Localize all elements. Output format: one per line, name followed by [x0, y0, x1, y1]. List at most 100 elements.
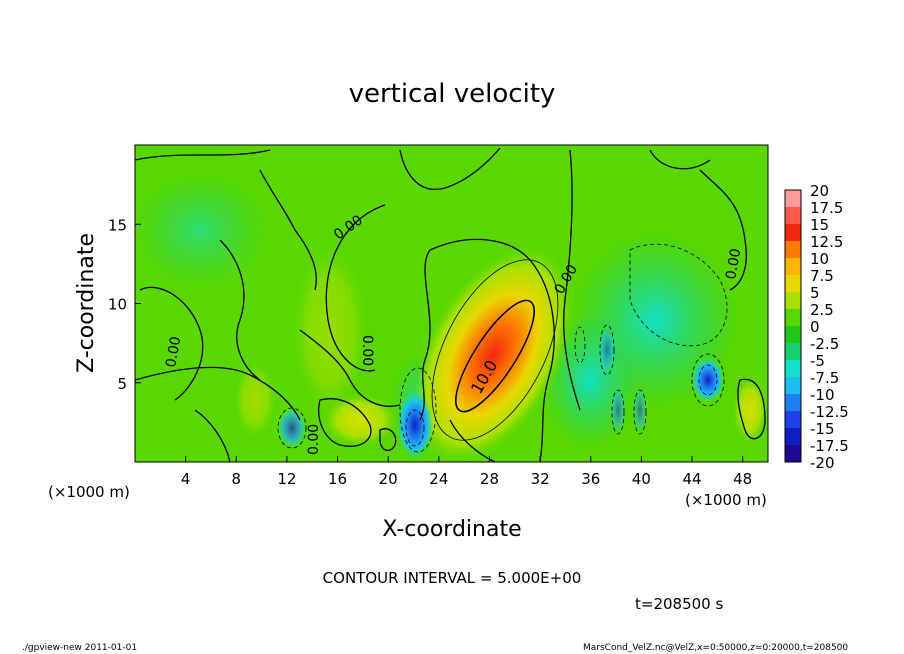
contour-negative	[399, 367, 437, 453]
colorbar-label: -17.5	[810, 437, 849, 455]
contour-zero	[419, 249, 431, 421]
downdraft-region	[692, 358, 724, 402]
contour-zero	[259, 169, 317, 291]
x-tick-label: 32	[531, 470, 550, 488]
contour-zero	[649, 149, 711, 170]
x-tick-label: 44	[682, 470, 701, 488]
colorbar-swatch	[785, 224, 801, 241]
x-unit-label-right: (×1000 m)	[685, 491, 767, 509]
contour-negative	[574, 326, 586, 364]
contour-label: 0.00	[723, 247, 744, 280]
contour-label: 0.00	[359, 335, 375, 366]
contour-negative	[629, 243, 728, 347]
contour-zero	[139, 286, 204, 401]
colorbar-swatch	[785, 275, 801, 292]
chart-title: vertical velocity	[349, 79, 556, 109]
x-tick-label: 40	[632, 470, 651, 488]
colorbar-label: 20	[810, 182, 829, 200]
contour-negative	[633, 389, 647, 435]
contour-zero	[449, 419, 496, 462]
colorbar-label: -2.5	[810, 335, 839, 353]
y-tick-label: 10	[108, 296, 127, 314]
updraft-region	[410, 244, 576, 462]
contour-zero	[299, 329, 401, 407]
contour-zero	[699, 169, 747, 291]
colorbar-swatch	[785, 292, 801, 309]
time-label: t=208500 s	[635, 595, 723, 613]
colorbar-label: -7.5	[810, 369, 839, 387]
contour-zero	[429, 238, 555, 462]
colorbar-swatch	[785, 394, 801, 411]
contour-zero	[219, 239, 261, 381]
downdraft-region	[397, 391, 433, 459]
contour-interval-text: CONTOUR INTERVAL = 5.000E+00	[323, 569, 582, 587]
x-tick-label: 36	[581, 470, 600, 488]
x-tick-label: 28	[480, 470, 499, 488]
footer-right: MarsCond_VelZ.nc@VelZ,x=0:50000,z=0:2000…	[583, 643, 848, 653]
x-axis-label: X-coordinate	[382, 517, 521, 542]
x-axis-ticks: 4 8 12 16 20 24 28 32 36 40 44 48	[181, 456, 752, 488]
contour-label: 0.00	[306, 424, 322, 455]
contour-zero	[737, 378, 766, 440]
colorbar-label: 10	[810, 250, 829, 268]
contour-zero	[135, 366, 301, 421]
colorbar-label: 2.5	[810, 301, 834, 319]
y-tick-label: 5	[117, 375, 127, 393]
contour-zero	[379, 428, 397, 452]
x-tick-label: 24	[429, 470, 448, 488]
colorbar-label: 0	[810, 318, 820, 336]
colorbar-swatch	[785, 309, 801, 326]
colorbar-label: -15	[810, 420, 835, 438]
plot-area: 0.00 0.00 0.00 0.00 0.00 0.00 10.0	[135, 145, 768, 462]
colorbar-swatch	[785, 360, 801, 377]
downdraft-region	[611, 388, 625, 432]
contour-zero	[135, 149, 271, 161]
y-tick-label: 15	[108, 216, 127, 234]
downdraft-region	[599, 328, 615, 372]
contour-zero	[563, 149, 581, 411]
colorbar-swatch	[785, 258, 801, 275]
colorbar-frame	[784, 189, 802, 463]
colorbar-swatch	[785, 190, 801, 207]
shade-region	[135, 170, 270, 290]
x-tick-label: 20	[379, 470, 398, 488]
colorbar-swatch	[785, 445, 801, 462]
contour-negative	[698, 364, 718, 396]
downdraft-region	[633, 388, 647, 432]
colorbar-label: 17.5	[810, 199, 843, 217]
colorbar-label: 12.5	[810, 233, 843, 251]
colorbar-label: -20	[810, 454, 835, 472]
colorbar-label: -12.5	[810, 403, 849, 421]
x-tick-label: 8	[232, 470, 242, 488]
colorbar-swatch	[785, 377, 801, 394]
x-tick-label: 16	[328, 470, 347, 488]
colorbar-label: -10	[810, 386, 835, 404]
colorbar-swatch	[785, 207, 801, 224]
contour-positive-10	[455, 299, 535, 413]
contour-zero	[194, 409, 231, 462]
x-tick-label: 4	[181, 470, 191, 488]
contour-negative	[599, 324, 615, 376]
shade-region	[732, 375, 768, 445]
shade-region	[320, 392, 400, 448]
colorbar-swatch	[785, 428, 801, 445]
contour-positive-5	[431, 259, 559, 441]
x-unit-label-left: (×1000 m)	[48, 483, 130, 501]
contour-zero	[318, 398, 372, 447]
contour-negative	[277, 407, 307, 449]
contour-zero	[325, 204, 386, 372]
y-axis-label: Z-coordinate	[74, 233, 99, 373]
x-tick-label: 48	[733, 470, 752, 488]
contour-label: 0.00	[163, 335, 184, 368]
colorbar-swatch	[785, 326, 801, 343]
y-axis-ticks: 5 10 15	[108, 216, 141, 393]
colorbar: 2017.51512.5107.552.50-2.5-5-7.5-10-12.5…	[784, 182, 849, 472]
x-tick-label: 12	[277, 470, 296, 488]
colorbar-swatch	[785, 411, 801, 428]
colorbar-swatch	[785, 241, 801, 258]
colorbar-label: 5	[810, 284, 820, 302]
shade-region	[233, 360, 277, 440]
colorbar-swatch	[785, 343, 801, 360]
footer-left: ./gpview-new 2011-01-01	[22, 643, 137, 653]
